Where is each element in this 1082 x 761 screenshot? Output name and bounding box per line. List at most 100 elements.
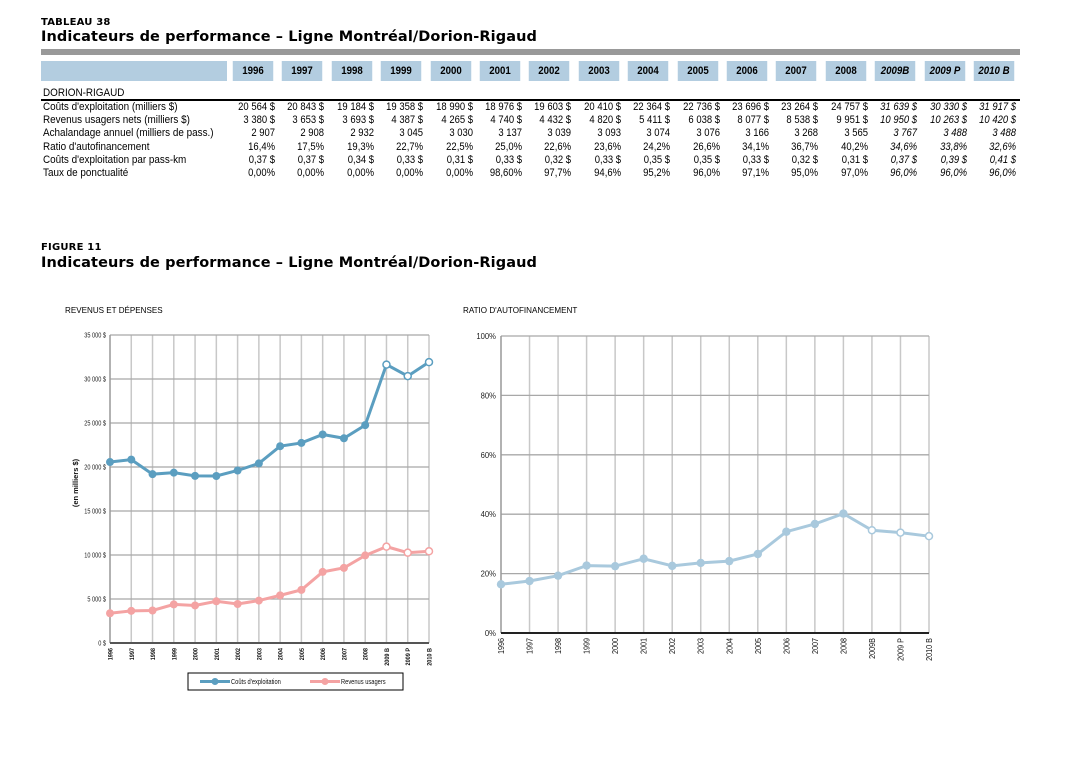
table-cell: 31 917 $ [979,101,1016,113]
y-tick-label: 40% [481,510,496,519]
table-cell: 96,0% [692,167,720,179]
table-cell: 32,6% [989,140,1016,153]
data-point [339,563,348,572]
table-cell: 19 184 $ [336,101,374,113]
x-tick-label: 1998 [151,647,157,660]
table-cell: 22,6% [544,140,572,153]
data-point [297,438,306,447]
data-point [318,567,327,576]
table-cell: 0,33 $ [495,153,522,166]
series-line-couts [109,360,430,478]
data-point [127,455,136,464]
series-line-revenus [109,545,430,615]
table-cell: 0,39 $ [940,153,967,166]
table-cell: 3 380 $ [243,114,275,127]
data-point [254,596,263,605]
table-cell: 0,35 $ [643,153,671,166]
data-point [810,519,820,529]
table-cell: 16,4% [248,140,275,153]
data-point [233,599,242,608]
table-cell: 0,33 $ [594,153,621,166]
x-tick-label: 2010 B [924,638,934,661]
table-cell: 31 639 $ [880,101,918,113]
table-cell: 18 990 $ [435,101,473,113]
table-cell: 8 077 $ [737,114,769,127]
x-tick-label: 1997 [525,638,535,654]
x-tick-label: 2007 [342,647,348,660]
data-point [212,597,221,606]
data-point [127,606,136,615]
table-cell: 3 767 [893,127,918,140]
table-cell: 34,1% [742,140,769,153]
column-header: 2006 [726,61,768,81]
table-cell: 10 263 $ [929,114,967,127]
table-cell: 9 951 $ [836,114,868,127]
series-line-ratio [500,511,930,586]
table-cell: 22 364 $ [633,101,671,113]
table-row: Taux de ponctualité 0,00% 0,00% 0,00% 0,00% 0… [41,167,1020,180]
x-tick-label: 2000 [193,647,199,660]
data-point [553,571,563,580]
table-cell: 3 039 [547,127,572,140]
table-cell: 3 076 [695,127,720,140]
x-tick-label: 2006 [321,647,327,660]
data-point [191,471,200,480]
table-cell: 0,00% [445,167,473,179]
x-tick-label: 2002 [668,638,678,654]
x-tick-label: 2008 [839,637,849,654]
table-cell: 96,0% [989,167,1016,179]
data-point [403,548,412,557]
table-cell: 22,5% [445,140,473,153]
table-cell: 3 093 [597,127,621,140]
table-cell: 95,2% [643,167,671,179]
row-label: Ratio d'autofinancement [43,140,150,153]
data-point [318,430,327,439]
table-cell: 0,00% [396,167,424,179]
x-tick-label: 1999 [582,638,592,654]
data-point [725,556,734,566]
figure-caption: FIGURE 11 [41,242,102,253]
y-tick-label: 0 $ [98,640,106,648]
table-cell: 3 045 [399,127,424,140]
table-cell: 3 268 [794,127,819,140]
y-tick-label: 20% [481,569,496,578]
y-tick-label: 5 000 $ [87,596,106,604]
table-cell: 3 693 $ [342,114,374,127]
table-cell: 23 264 $ [781,101,819,113]
row-label: Coûts d'exploitation (milliers $) [43,101,178,113]
table-cell: 10 420 $ [979,114,1016,127]
column-header: 2001 [479,61,521,81]
table-cell: 24,2% [643,140,671,153]
table-cell: 0,37 $ [298,153,325,166]
table-cell: 4 820 $ [589,114,621,127]
table-cell: 30 330 $ [929,101,967,113]
table-cell: 4 265 $ [441,114,473,127]
column-header: 2005 [677,61,718,81]
table-cell: 0,34 $ [347,153,374,166]
chart-title-revenus-depenses: REVENUS ET DÉPENSES [65,305,163,315]
column-header: 1998 [331,61,373,81]
data-point [361,551,370,560]
x-tick-label: 1996 [496,637,506,654]
y-tick-label: 20 000 $ [84,464,106,472]
table-cell: 3 137 [498,127,522,140]
x-tick-label: 2000 [611,637,621,654]
table-cell: 4 387 $ [391,114,424,127]
table-cell: 2 907 [251,127,275,140]
data-point [639,554,648,563]
data-point [382,542,391,551]
table-cell: 97,1% [742,167,769,179]
table-cell: 97,0% [840,167,868,179]
figure-title: Indicateurs de performance – Ligne Montr… [41,255,538,271]
x-tick-label: 2010 B [427,647,433,665]
data-point [668,561,677,571]
data-point [191,601,200,610]
table-cell: 0,33 $ [396,153,424,166]
x-tick-label: 2003 [257,647,263,660]
x-tick-label: 2001 [639,638,649,654]
y-tick-label: 80% [481,391,496,400]
x-tick-label: 2009 P [406,648,412,665]
table-cell: 98,60% [489,167,522,179]
data-point [610,561,620,571]
legend-box [187,672,404,691]
